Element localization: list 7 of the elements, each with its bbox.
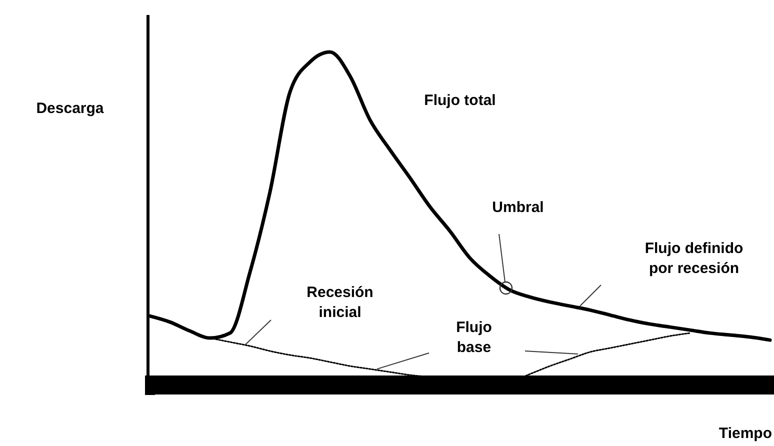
annotation: Flujo base <box>456 319 492 356</box>
annotation: Flujo total <box>424 92 496 109</box>
y-axis-title: Descarga <box>36 100 104 117</box>
x-axis-title: Tiempo <box>718 425 772 442</box>
annotation: Flujo definido por recesión <box>644 240 744 277</box>
annotation: Recesión inicial <box>306 284 374 321</box>
annotation: Umbral <box>492 199 544 216</box>
